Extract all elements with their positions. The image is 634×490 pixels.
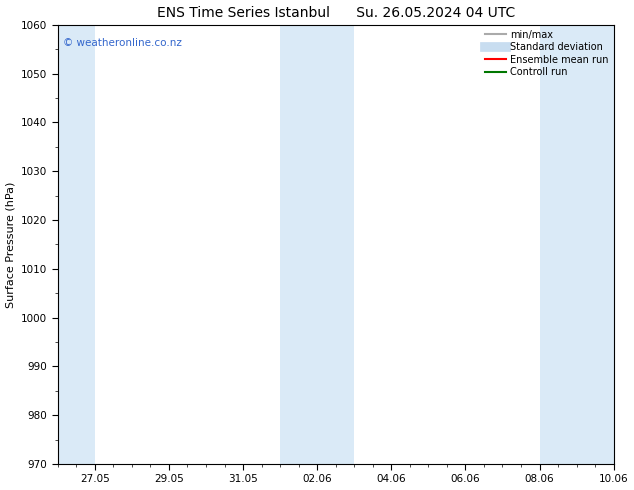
Bar	[540, 25, 576, 464]
Bar	[576, 25, 614, 464]
Legend: min/max, Standard deviation, Ensemble mean run, Controll run: min/max, Standard deviation, Ensemble me…	[483, 28, 611, 79]
Text: © weatheronline.co.nz: © weatheronline.co.nz	[63, 38, 182, 48]
Title: ENS Time Series Istanbul      Su. 26.05.2024 04 UTC: ENS Time Series Istanbul Su. 26.05.2024 …	[157, 5, 515, 20]
Y-axis label: Surface Pressure (hPa): Surface Pressure (hPa)	[6, 181, 16, 308]
Bar	[280, 25, 317, 464]
Bar	[317, 25, 354, 464]
Bar	[58, 25, 95, 464]
